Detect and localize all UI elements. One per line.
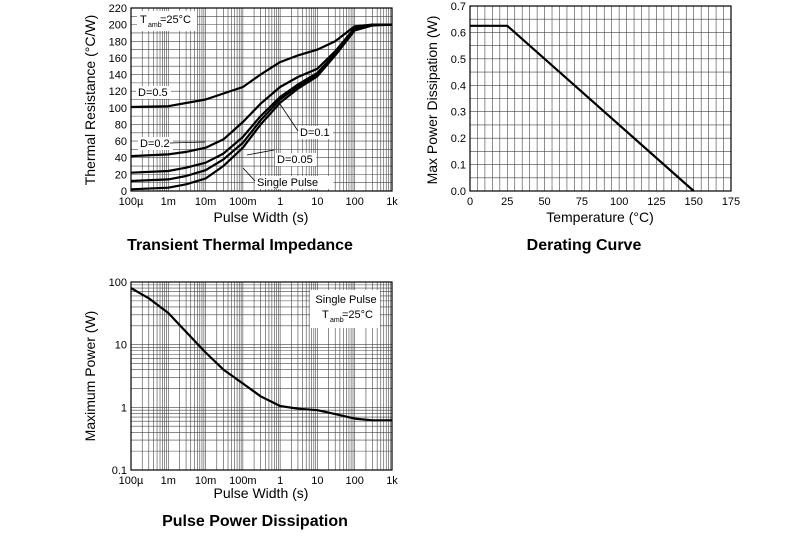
chart-title: Transient Thermal Impedance xyxy=(127,237,353,254)
annotation-sub: amb xyxy=(148,22,162,29)
y-tick-label: 0.4 xyxy=(451,80,466,92)
series-line xyxy=(470,24,695,192)
x-tick-label: 50 xyxy=(538,196,550,208)
x-tick-label: 10 xyxy=(311,196,323,208)
leader-line xyxy=(242,167,256,182)
chart-3: 100µ 1m 10m 100m 1 10 100 1k 0.1 1 10 100 Pulse Widt… xyxy=(82,277,398,530)
x-axis-label: Temperature (°C) xyxy=(546,209,654,225)
annotation-sub: amb xyxy=(330,317,344,324)
x-tick-label: 175 xyxy=(722,196,740,208)
x-tick-label: 100 xyxy=(346,196,364,208)
y-tick-label: 180 xyxy=(109,36,127,48)
series-label-bg xyxy=(275,153,317,166)
x-tick-label: 1 xyxy=(277,475,283,487)
x-tick-label: 100 xyxy=(610,196,628,208)
series-label-bg xyxy=(138,137,173,150)
x-tick-label: 25 xyxy=(501,196,513,208)
y-tick-label: 0.7 xyxy=(451,1,466,13)
y-tick-label: 20 xyxy=(115,169,127,181)
grid xyxy=(469,5,732,192)
x-axis-label: Pulse Width (s) xyxy=(214,485,309,501)
x-tick-label: 1m xyxy=(161,475,176,487)
plot-frame xyxy=(469,5,732,192)
x-tick-label: 150 xyxy=(685,196,703,208)
leader-line xyxy=(169,141,206,144)
y-tick-label: 1 xyxy=(121,402,127,414)
annotation-t: T xyxy=(322,309,329,321)
y-tick-label: 0.5 xyxy=(451,54,466,66)
series-label-bg xyxy=(136,86,171,99)
y-tick-label: 0.1 xyxy=(112,465,127,477)
grid xyxy=(130,7,392,192)
y-tick-label: 0 xyxy=(121,186,127,198)
series-label: D=0.2 xyxy=(140,138,170,150)
chart-2: 0 25 50 75 100 125 150 175 0.0 0.1 0.2 0.3 0.4 0.5 0.6… xyxy=(424,1,740,254)
x-tick-label: 0 xyxy=(467,196,473,208)
y-axis-label: Maximum Power (W) xyxy=(82,311,98,442)
x-tick-label: 10 xyxy=(311,475,323,487)
y-tick-label: 120 xyxy=(109,86,127,98)
x-tick-label: 1 xyxy=(277,196,283,208)
x-tick-label: 125 xyxy=(647,196,665,208)
x-tick-label: 75 xyxy=(576,196,588,208)
y-axis-label: Thermal Resistance (°C/W) xyxy=(82,15,98,186)
series-line xyxy=(130,23,393,191)
y-tick-label: 100 xyxy=(109,103,127,115)
x-tick-label: 1k xyxy=(386,475,398,487)
x-axis-label: Pulse Width (s) xyxy=(214,209,309,225)
annotation-line1: Single Pulse xyxy=(315,294,376,306)
plot-frame xyxy=(130,281,393,471)
x-tick-label: 10m xyxy=(195,475,216,487)
chart-title: Derating Curve xyxy=(527,237,642,254)
x-tick-label: 100m xyxy=(229,475,257,487)
annotation-bg xyxy=(310,290,380,328)
x-tick-label: 10m xyxy=(195,196,216,208)
x-tick-label: 100m xyxy=(229,196,257,208)
y-tick-label: 140 xyxy=(109,70,127,82)
y-tick-label: 220 xyxy=(109,3,127,15)
y-tick-label: 0.6 xyxy=(451,27,466,39)
series-label: Single Pulse xyxy=(257,177,318,189)
series-label-bg xyxy=(255,176,334,189)
x-tick-label: 100µ xyxy=(119,475,144,487)
series-line xyxy=(130,287,392,422)
x-tick-label: 100µ xyxy=(119,196,144,208)
y-tick-label: 0.0 xyxy=(451,186,466,198)
x-tick-label: 1k xyxy=(386,196,398,208)
y-tick-label: 160 xyxy=(109,53,127,65)
x-tick-label: 100 xyxy=(346,475,364,487)
y-tick-label: 0.3 xyxy=(451,107,466,119)
series-label: D=0.1 xyxy=(300,127,330,139)
series-label: D=0.05 xyxy=(277,154,313,166)
y-tick-label: 80 xyxy=(115,119,127,131)
annotation-t: T xyxy=(140,14,147,26)
y-tick-label: 100 xyxy=(109,277,127,289)
series-label-bg xyxy=(298,126,333,139)
plot-frame xyxy=(130,7,393,192)
leader-line xyxy=(279,103,299,132)
y-tick-label: 40 xyxy=(115,153,127,165)
chart-1: 100µ 1m 10m 100m 1 10 100 1k 0 20 40 60 80 100 120 140 1… xyxy=(82,3,398,254)
y-tick-label: 0.2 xyxy=(451,133,466,145)
y-tick-label: 200 xyxy=(109,20,127,32)
series-line xyxy=(130,23,392,109)
chart-title: Pulse Power Dissipation xyxy=(162,513,348,530)
y-tick-label: 60 xyxy=(115,136,127,148)
y-tick-label: 10 xyxy=(115,340,127,352)
leader-line xyxy=(246,149,275,156)
x-tick-label: 1m xyxy=(161,196,176,208)
series-label: D=0.5 xyxy=(138,87,168,99)
annotation-bg xyxy=(137,11,197,31)
y-axis-label: Max Power Dissipation (W) xyxy=(424,16,440,185)
annotation-text: =25°C xyxy=(160,14,191,26)
y-tick-label: 0.1 xyxy=(451,160,466,172)
annotation-text: =25°C xyxy=(342,309,373,321)
